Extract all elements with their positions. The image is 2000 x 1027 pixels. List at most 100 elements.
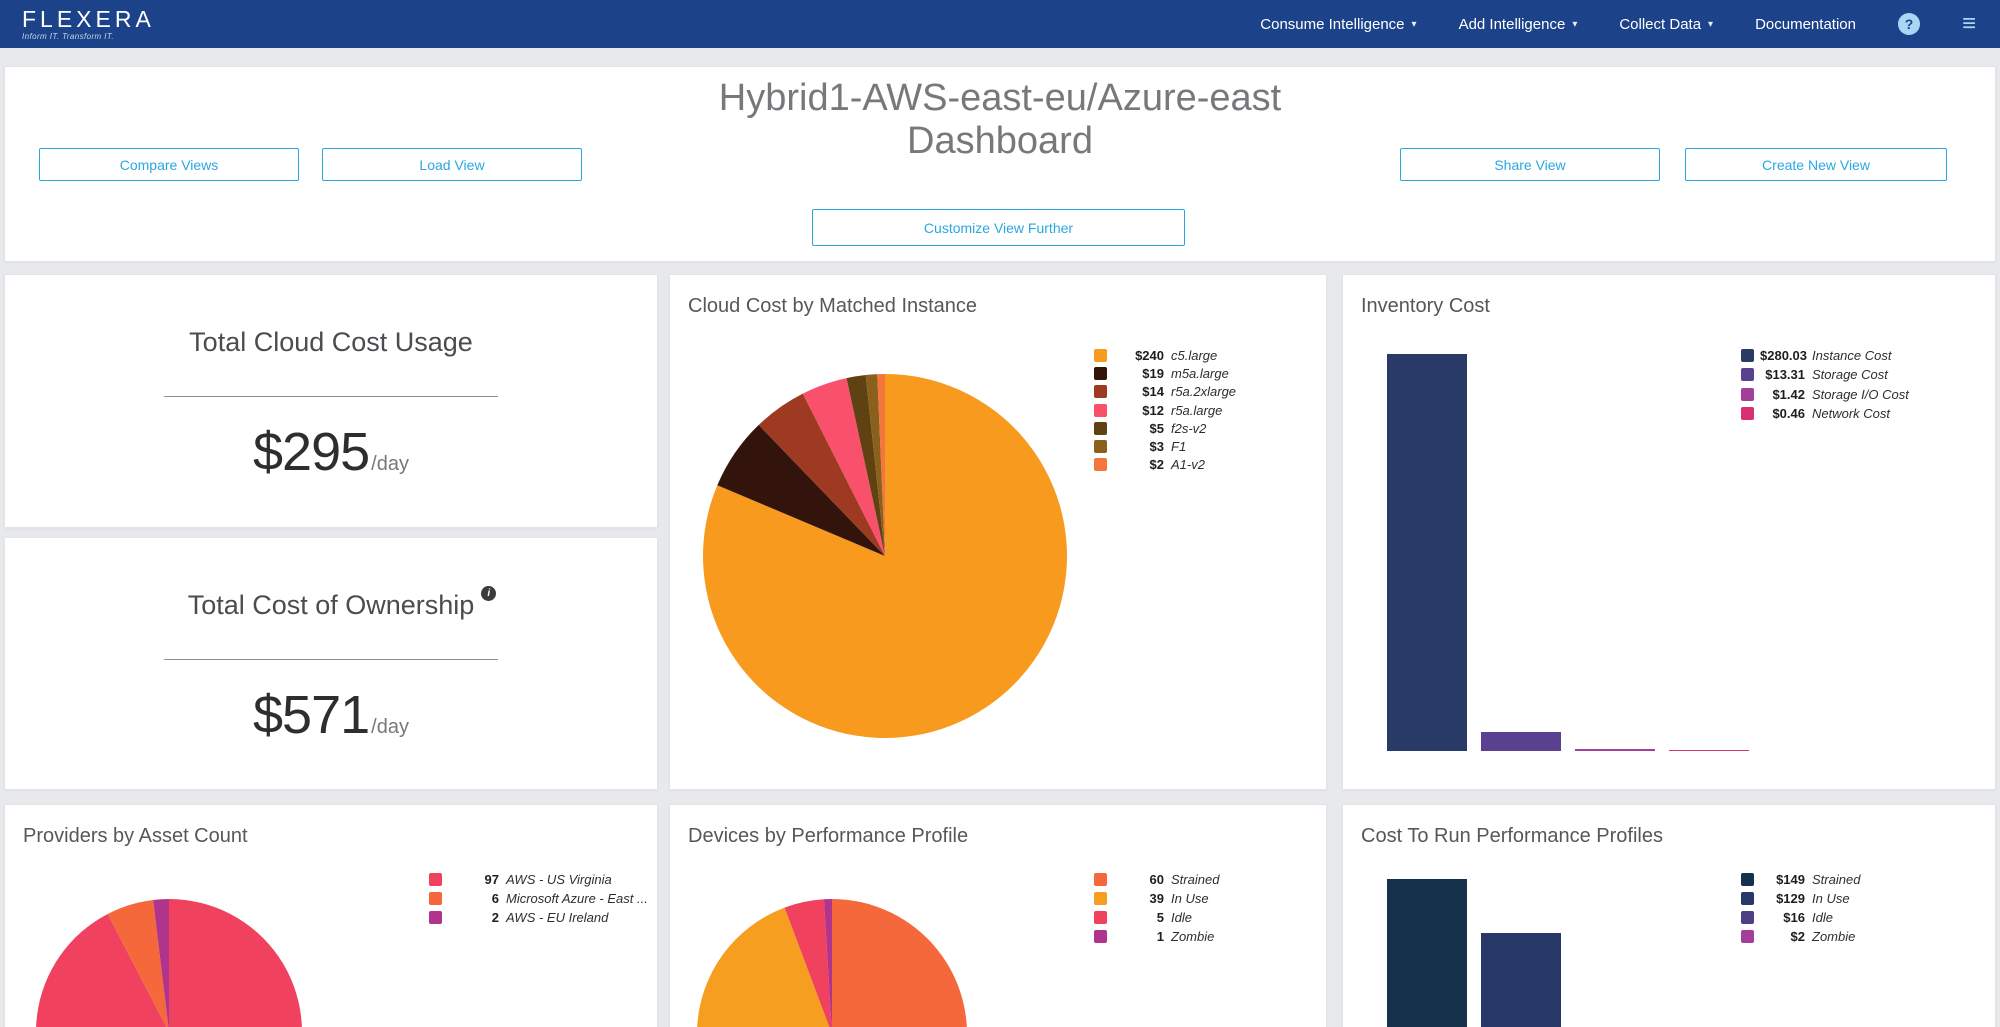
- bar-in-use: [1481, 933, 1561, 1027]
- legend-item-aws-eu-ireland[interactable]: 2 AWS - EU Ireland: [429, 908, 648, 927]
- pie-slice-strained: [832, 899, 967, 1027]
- legend-item-f2s-v2[interactable]: $5 f2s-v2: [1094, 419, 1236, 437]
- legend-swatch-icon: [1094, 421, 1107, 435]
- nav-item-documentation[interactable]: Documentation: [1755, 16, 1856, 33]
- kpi-title: Total Cost of Ownership i: [187, 586, 497, 621]
- legend-swatch-icon: [1094, 440, 1107, 454]
- panel-inventory-cost: Inventory Cost $280.03 Instance Cost $13.3…: [1342, 274, 1996, 790]
- customize-view-further-button[interactable]: Customize View Further: [812, 209, 1185, 246]
- legend-label: Storage I/O Cost: [1812, 386, 1909, 402]
- legend-label: In Use: [1812, 891, 1850, 906]
- info-icon[interactable]: i: [481, 586, 497, 601]
- legend-value: $12: [1142, 402, 1164, 418]
- kpi-value-row: $295 /day: [253, 421, 409, 483]
- dashboard-header: Hybrid1-AWS-east-eu/Azure-east Dashboard…: [4, 66, 1996, 262]
- legend-item-c5-large[interactable]: $240 c5.large: [1094, 346, 1236, 364]
- kpi-title: Total Cloud Cost Usage: [189, 327, 473, 358]
- load-view-button[interactable]: Load View: [322, 148, 582, 181]
- compare-views-button[interactable]: Compare Views: [39, 148, 299, 181]
- legend-label: c5.large: [1171, 347, 1218, 363]
- pie-chart-cloud-cost-by-matched-instance: [670, 275, 1326, 789]
- pie-slice-f1: [865, 374, 885, 556]
- panel-cloud-cost-by-matched-instance: Cloud Cost by Matched Instance $240 c5.la…: [669, 274, 1327, 790]
- legend-swatch-icon: [1094, 385, 1107, 399]
- legend-item-a1-v2[interactable]: $2 A1-v2: [1094, 456, 1236, 474]
- legend-swatch-icon: [1741, 911, 1754, 924]
- flexera-logo[interactable]: FLEXERA Inform IT. Transform IT.: [22, 7, 155, 41]
- nav-item-add-intelligence[interactable]: Add Intelligence ▾: [1459, 16, 1578, 33]
- chart-legend: 60 Strained 39 In Use 5 Idle 1 Zombie: [1094, 870, 1219, 946]
- legend-item-storage-cost[interactable]: $13.31 Storage Cost: [1741, 365, 1909, 384]
- nav-item-label: Add Intelligence: [1458, 15, 1566, 33]
- legend-value: $1.42: [1772, 386, 1805, 402]
- legend-item-zombie[interactable]: 1 Zombie: [1094, 927, 1219, 946]
- legend-label: Strained: [1812, 872, 1861, 887]
- legend-item-f1[interactable]: $3 F1: [1094, 437, 1236, 455]
- legend-item-idle[interactable]: 5 Idle: [1094, 908, 1219, 927]
- legend-item-in-use[interactable]: 39 In Use: [1094, 889, 1219, 908]
- help-icon[interactable]: ?: [1897, 13, 1920, 35]
- nav-item-collect-data[interactable]: Collect Data ▾: [1619, 16, 1713, 33]
- legend-label: Zombie: [1812, 929, 1856, 944]
- legend-item-zombie[interactable]: $2 Zombie: [1741, 927, 1860, 946]
- legend-item-microsoft-azure-east-[interactable]: 6 Microsoft Azure - East ...: [429, 889, 648, 908]
- chart-title: Inventory Cost: [1361, 295, 1490, 317]
- legend-swatch-icon: [1094, 458, 1107, 472]
- legend-item-m5a-large[interactable]: $19 m5a.large: [1094, 364, 1236, 382]
- legend-item-in-use[interactable]: $129 In Use: [1741, 889, 1860, 908]
- chart-legend: $240 c5.large $19 m5a.large $14 r5a.2xlarge $1…: [1094, 346, 1236, 474]
- legend-item-aws-us-virginia[interactable]: 97 AWS - US Virginia: [429, 870, 648, 889]
- legend-item-r5a-2xlarge[interactable]: $14 r5a.2xlarge: [1094, 383, 1236, 401]
- kpi-unit: /day: [371, 453, 409, 475]
- legend-label: A1-v2: [1171, 457, 1205, 473]
- pie-slice-microsoft-azure-east-: [107, 899, 169, 1027]
- legend-value: $16: [1783, 910, 1805, 925]
- pie-slice-r5a-large: [802, 378, 885, 556]
- legend-item-network-cost[interactable]: $0.46 Network Cost: [1741, 404, 1909, 423]
- pie-slice-c5-large: [702, 374, 1067, 738]
- share-view-button[interactable]: Share View: [1400, 148, 1660, 181]
- legend-swatch-icon: [1741, 407, 1754, 421]
- legend-item-idle[interactable]: $16 Idle: [1741, 908, 1860, 927]
- chart-legend: 97 AWS - US Virginia 6 Microsoft Azure - Ea…: [429, 870, 648, 927]
- chart-title: Providers by Asset Count: [23, 825, 248, 847]
- legend-label: Microsoft Azure - East ...: [506, 891, 648, 906]
- divider: [164, 659, 498, 660]
- legend-item-strained[interactable]: $149 Strained: [1741, 870, 1860, 889]
- page-title-line1: Hybrid1-AWS-east-eu/Azure-east: [718, 77, 1282, 119]
- nav-item-consume-intelligence[interactable]: Consume Intelligence ▾: [1260, 16, 1416, 33]
- page-title-line2: Dashboard: [907, 120, 1093, 162]
- legend-label: Instance Cost: [1812, 348, 1892, 364]
- legend-swatch-icon: [1094, 892, 1107, 905]
- legend-label: In Use: [1171, 891, 1209, 906]
- kpi-value: $295: [253, 422, 370, 482]
- pie-slice-a1-v2: [877, 374, 885, 556]
- legend-label: r5a.2xlarge: [1171, 384, 1237, 400]
- chart-title: Devices by Performance Profile: [688, 825, 969, 847]
- legend-swatch-icon: [429, 911, 442, 924]
- legend-swatch-icon: [429, 873, 442, 886]
- pie-slice-in-use: [697, 907, 830, 1027]
- kpi-title-text: Total Cost of Ownership: [187, 590, 475, 620]
- legend-label: m5a.large: [1171, 365, 1229, 381]
- legend-item-strained[interactable]: 60 Strained: [1094, 870, 1219, 889]
- kpi-total-cost-of-ownership: Total Cost of Ownership i $571 /day: [4, 537, 658, 790]
- legend-value: $5: [1149, 420, 1164, 436]
- bar-storage-cost: [1481, 732, 1561, 751]
- legend-item-instance-cost[interactable]: $280.03 Instance Cost: [1741, 346, 1909, 365]
- pie-slice-r5a-2xlarge: [758, 393, 885, 556]
- legend-swatch-icon: [1741, 930, 1754, 943]
- legend-label: Zombie: [1171, 929, 1215, 944]
- pie-slice-idle: [784, 899, 832, 1027]
- legend-item-r5a-large[interactable]: $12 r5a.large: [1094, 401, 1236, 419]
- legend-swatch-icon: [429, 892, 442, 905]
- pie-slice-m5a-large: [717, 424, 885, 556]
- legend-swatch-icon: [1094, 911, 1107, 924]
- kpi-unit: /day: [371, 716, 409, 738]
- hamburger-menu-icon[interactable]: ≡: [1961, 10, 1976, 37]
- pie-chart-devices-by-performance-profile: [670, 805, 1326, 1027]
- pie-chart-providers-by-asset-count: [5, 805, 657, 1027]
- legend-label: f2s-v2: [1171, 420, 1207, 436]
- create-new-view-button[interactable]: Create New View: [1685, 148, 1947, 181]
- legend-item-storage-i-o-cost[interactable]: $1.42 Storage I/O Cost: [1741, 385, 1909, 404]
